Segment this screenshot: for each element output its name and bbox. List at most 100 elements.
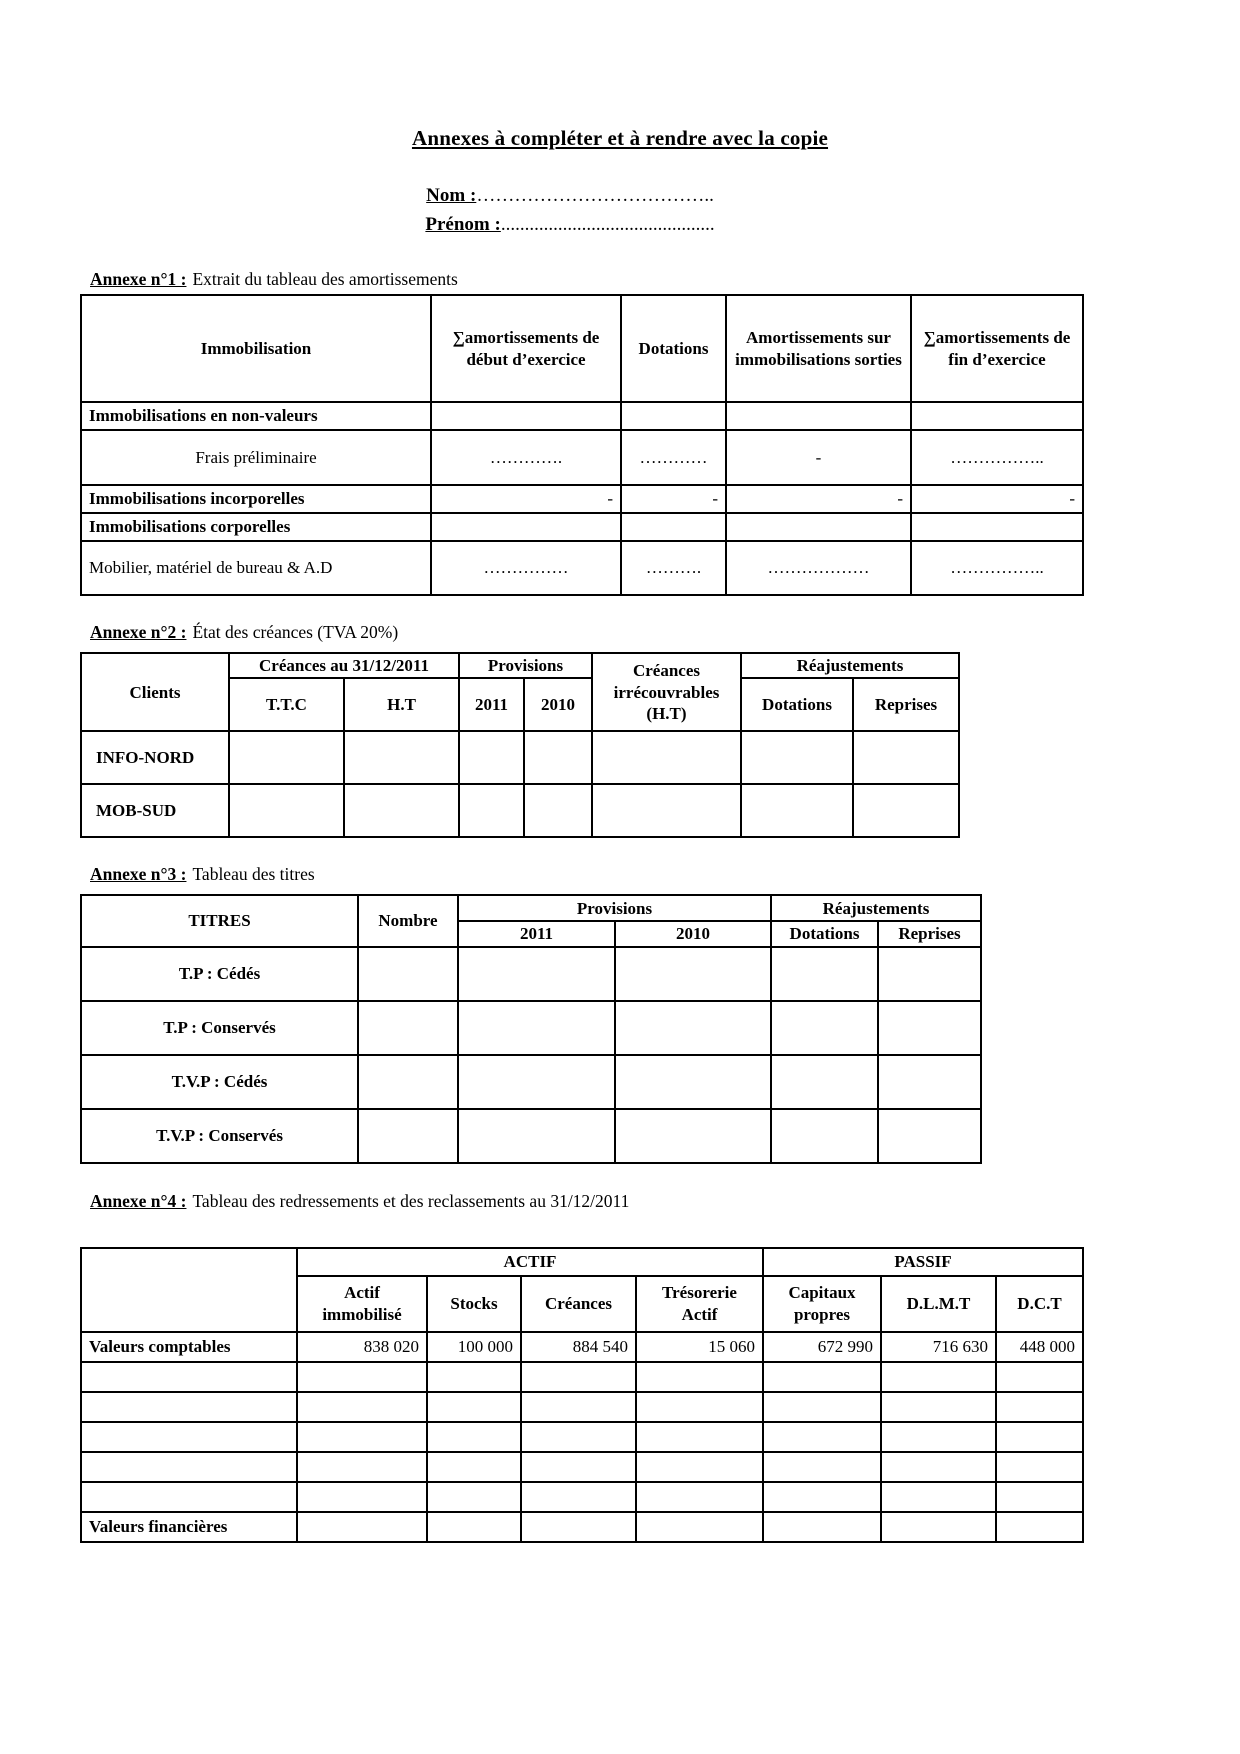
annexe3-table: TITRES Nombre Provisions Réajustements 2… (80, 894, 982, 1164)
empty-cell (910, 401, 1084, 431)
valeurs-financieres-row: Valeurs financières (80, 1510, 1084, 1543)
annexe3-header-provisions: Provisions (457, 894, 772, 923)
empty-cell (635, 1420, 764, 1453)
empty-cell (725, 512, 912, 542)
table-row: Immobilisations en non-valeurs (80, 401, 1084, 431)
table-row: T.V.P : Cédés (80, 1053, 982, 1110)
empty-cell (457, 1053, 616, 1110)
empty-cell (80, 1420, 298, 1453)
fill-in-cell: …………. (430, 429, 622, 486)
empty-cell (614, 1107, 772, 1164)
empty-cell (877, 945, 982, 1002)
empty-cell (426, 1390, 522, 1423)
dash-cell: - (910, 484, 1084, 514)
empty-cell (426, 1360, 522, 1393)
annexe3-header-titres: TITRES (80, 894, 359, 948)
annexe3-header-2011: 2011 (457, 920, 616, 948)
empty-cell (762, 1450, 882, 1483)
firstname-blank: ........................................… (500, 214, 715, 235)
empty-cell (995, 1360, 1084, 1393)
annexe3-header-nombre: Nombre (357, 894, 459, 948)
row-label: Immobilisations en non-valeurs (80, 401, 432, 431)
annexe2-header-2010: 2010 (523, 677, 593, 733)
empty-cell (910, 512, 1084, 542)
annexe2-header-reajustements: Réajustements (740, 651, 960, 680)
empty-cell (762, 1480, 882, 1513)
firstname-line: Prénom :................................… (0, 210, 1140, 239)
annexe3-label: Annexe n°3 : (90, 864, 187, 885)
row-label: T.P : Conservés (80, 999, 359, 1056)
value-cell: 838 020 (296, 1330, 428, 1363)
empty-cell (740, 783, 854, 839)
empty-cell (426, 1420, 522, 1453)
annexe4-header-row-1: ACTIF PASSIF (80, 1246, 1084, 1333)
annexe2-heading: Annexe n°2 : État des créances (TVA 20%) (90, 620, 1240, 644)
annexe4-table: ACTIF PASSIF Actif immobilisé Stocks Cré… (80, 1246, 1084, 1543)
dash-cell: - (725, 429, 912, 486)
row-label: Mobilier, matériel de bureau & A.D (80, 540, 432, 596)
row-label: T.V.P : Conservés (80, 1107, 359, 1164)
empty-cell (740, 730, 854, 786)
value-cell: 100 000 (426, 1330, 522, 1363)
table-row (80, 1420, 1084, 1453)
empty-cell (620, 512, 727, 542)
empty-cell (296, 1360, 428, 1393)
empty-cell (877, 1107, 982, 1164)
empty-cell (457, 1107, 616, 1164)
fill-in-cell: ……………… (725, 540, 912, 596)
annexe1-caption: Extrait du tableau des amortissements (192, 269, 458, 289)
annexe4-col-header: D.C.T (995, 1274, 1084, 1333)
name-blank: ……………………………….. (476, 185, 714, 206)
annexe1-heading: Annexe n°1 : Extrait du tableau des amort… (90, 267, 1240, 291)
empty-cell (762, 1390, 882, 1423)
empty-cell (458, 730, 525, 786)
annexe1-header-row: Immobilisation ∑amortissements de début … (80, 294, 1084, 403)
empty-cell (296, 1450, 428, 1483)
empty-cell (426, 1480, 522, 1513)
table-row: T.P : Conservés (80, 999, 982, 1056)
annexe1-label: Annexe n°1 : (90, 269, 187, 289)
empty-cell (591, 783, 742, 839)
annexe2-caption: État des créances (TVA 20%) (192, 622, 399, 642)
table-row: Immobilisations corporelles (80, 512, 1084, 542)
empty-cell (995, 1390, 1084, 1423)
table-row: T.P : Cédés (80, 945, 982, 1002)
empty-cell (426, 1450, 522, 1483)
value-cell: 716 630 (880, 1330, 997, 1363)
empty-cell (357, 945, 459, 1002)
empty-cell (520, 1510, 637, 1543)
annexe2-header-provisions: Provisions (458, 651, 593, 680)
empty-cell (591, 730, 742, 786)
annexe3-header-reajustements: Réajustements (770, 894, 982, 923)
name-line: Nom :……………………………….. (0, 181, 1140, 210)
dash-cell: - (620, 484, 727, 514)
empty-corner-cell (80, 1246, 298, 1333)
annexe3-header-reprises: Reprises (877, 920, 982, 948)
table-row (80, 1360, 1084, 1393)
empty-cell (880, 1390, 997, 1423)
annexe4-col-header: Trésorerie Actif (635, 1274, 764, 1333)
empty-cell (296, 1390, 428, 1423)
dash-cell: - (725, 484, 912, 514)
annexe4-col-header: Stocks (426, 1274, 522, 1333)
empty-cell (635, 1450, 764, 1483)
empty-cell (357, 999, 459, 1056)
empty-cell (228, 783, 345, 839)
row-label: INFO-NORD (80, 730, 230, 786)
empty-cell (635, 1360, 764, 1393)
empty-cell (457, 999, 616, 1056)
annexe1-col-header: ∑amortissements de début d’exercice (430, 294, 622, 403)
empty-cell (430, 401, 622, 431)
value-cell: 884 540 (520, 1330, 637, 1363)
empty-cell (880, 1360, 997, 1393)
annexe1-col-header: Dotations (620, 294, 727, 403)
empty-cell (725, 401, 912, 431)
annexe4-col-header: D.L.M.T (880, 1274, 997, 1333)
valeurs-comptables-row: Valeurs comptables 838 020 100 000 884 5… (80, 1330, 1084, 1363)
annexe3-header-row-2: 2011 2010 Dotations Reprises (81, 920, 982, 948)
row-label: Immobilisations incorporelles (80, 484, 432, 514)
empty-cell (995, 1480, 1084, 1513)
annexe4-header-row-2: Actif immobilisé Stocks Créances Trésore… (81, 1274, 1084, 1333)
fill-in-cell: ………… (620, 429, 727, 486)
